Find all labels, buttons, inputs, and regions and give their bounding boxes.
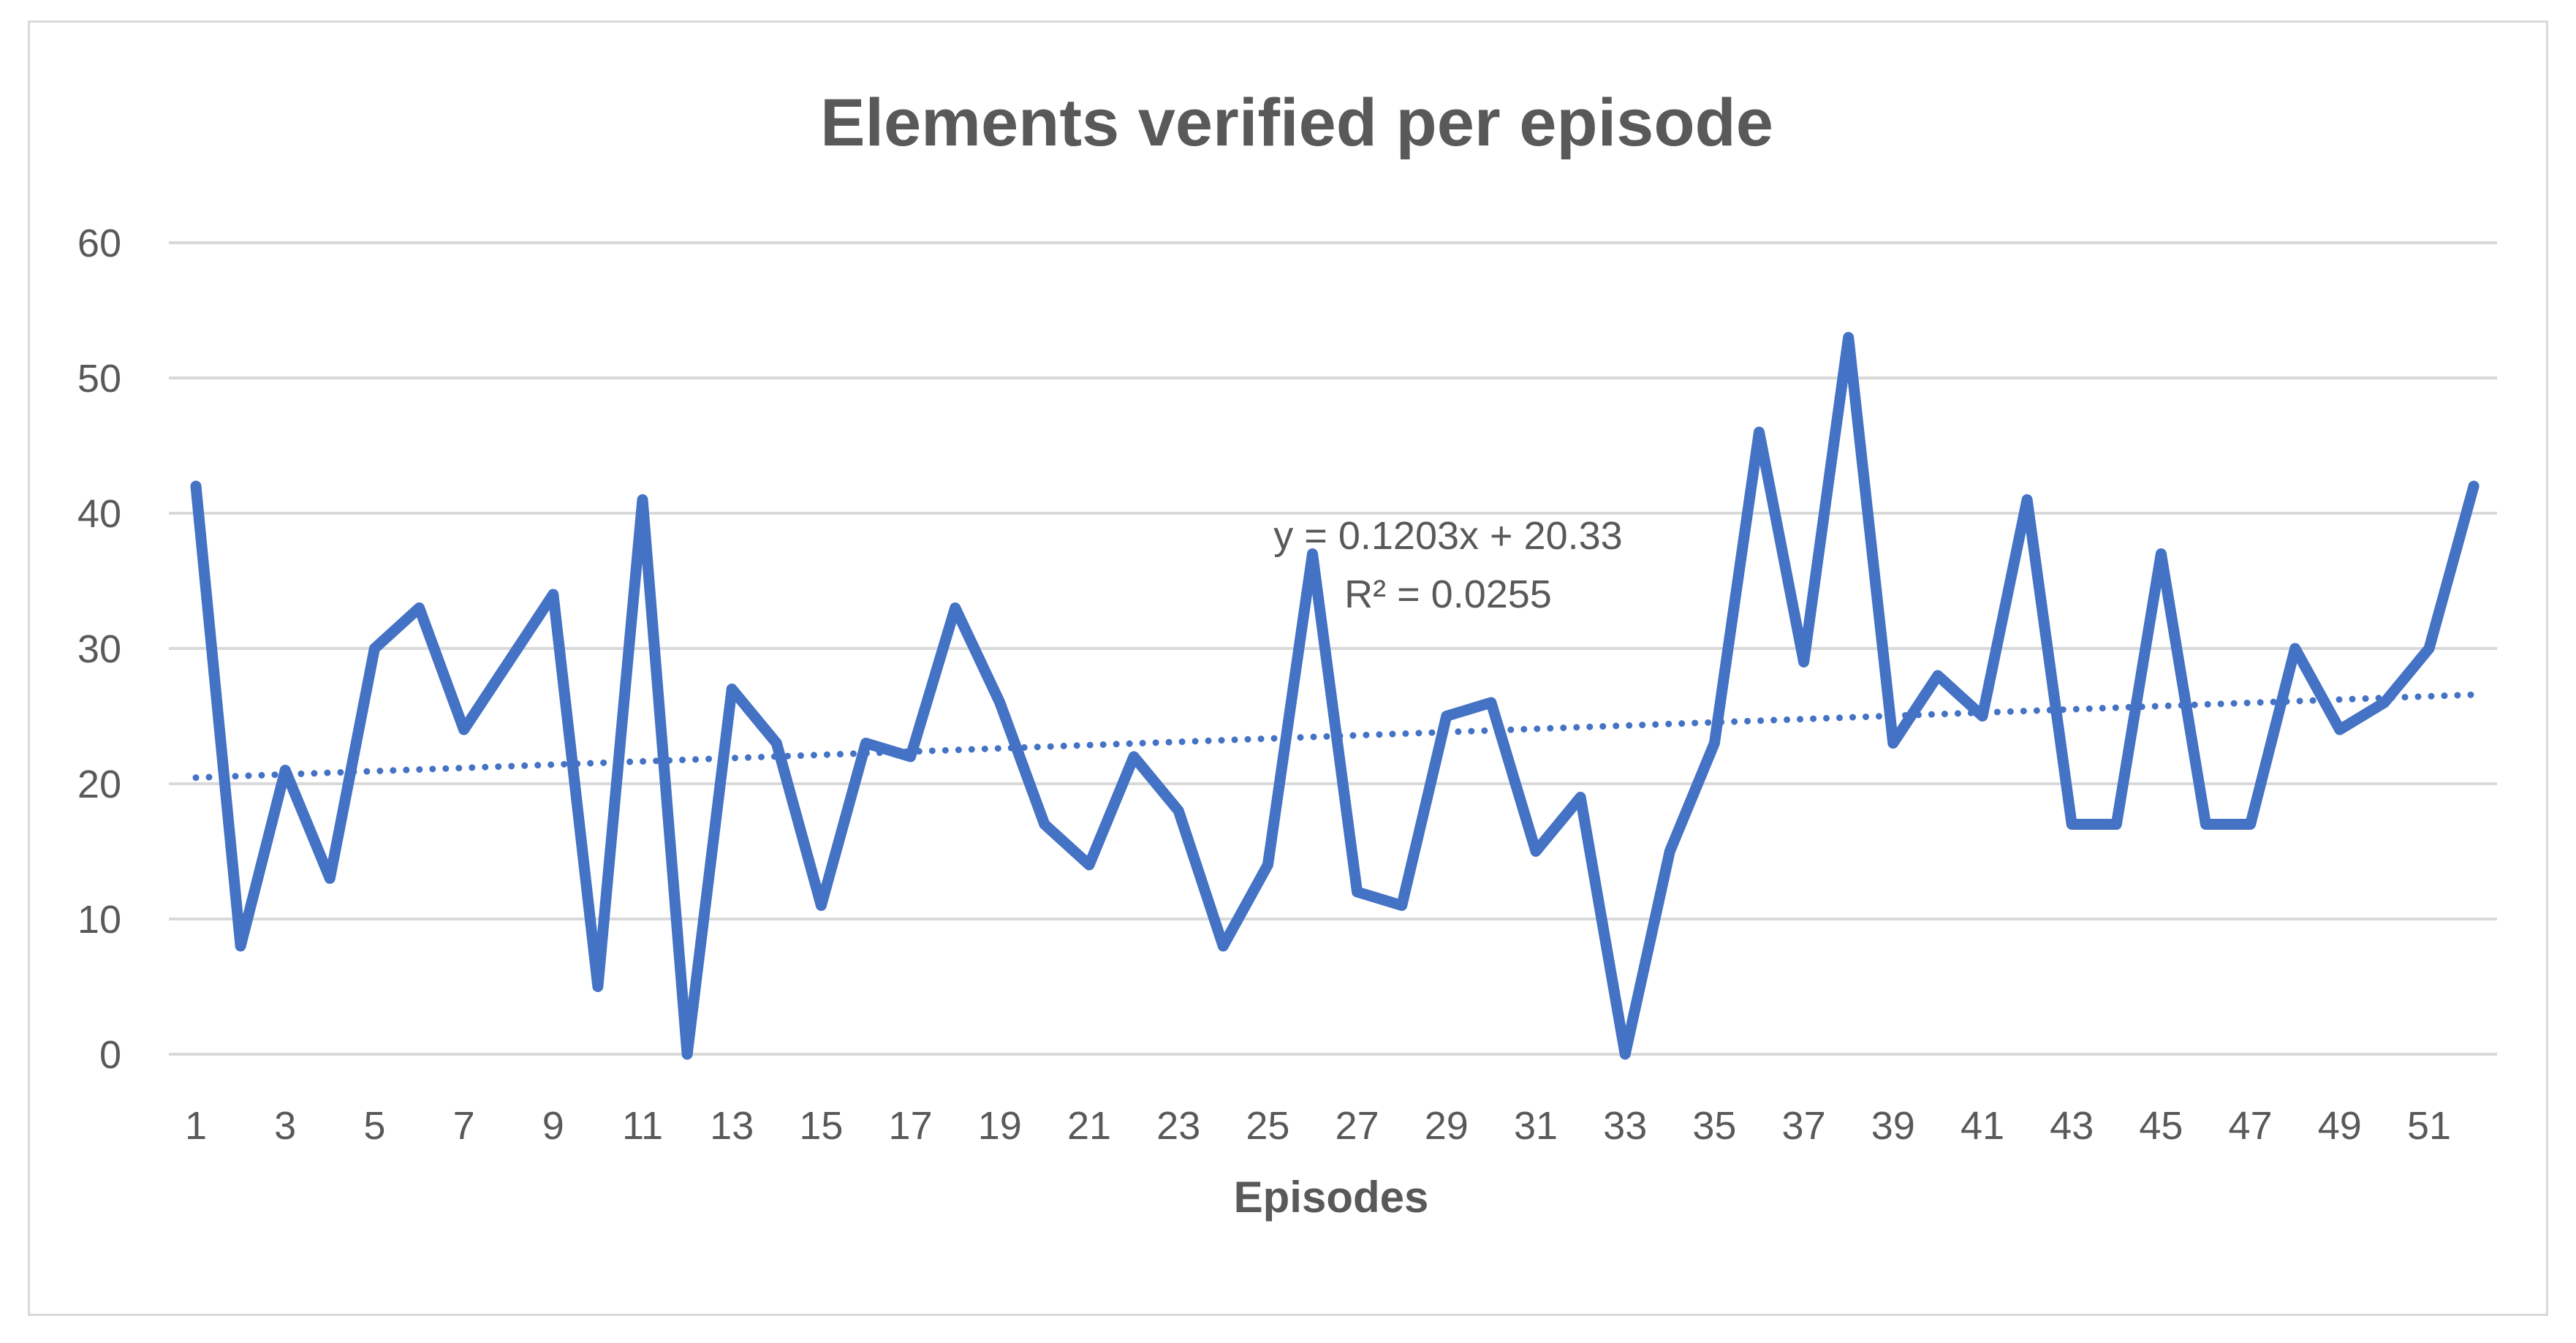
data-point [1624,1053,1626,1055]
data-point [1580,796,1582,798]
data-point [284,769,287,771]
x-tick-label: 7 [453,1104,475,1148]
data-point [686,1053,689,1055]
x-tick-label: 11 [622,1104,663,1148]
x-tick-label: 47 [2229,1104,2273,1148]
y-tick-label: 10 [77,898,121,942]
x-tick-label: 43 [2050,1104,2094,1148]
data-point [596,986,599,988]
data-point [954,607,956,609]
data-point [552,594,554,595]
chart-title: Elements verified per episode [820,86,1773,160]
x-tick-label: 21 [1067,1104,1111,1148]
data-point [1311,553,1314,555]
data-point [1803,661,1805,663]
y-tick-label: 60 [77,222,121,265]
x-tick-label: 35 [1692,1104,1736,1148]
data-point [2473,485,2475,487]
y-tick-label: 20 [77,763,121,806]
x-tick-label: 17 [889,1104,933,1148]
series-group [190,332,2480,1060]
data-point [2160,553,2162,555]
data-point [1713,742,1716,744]
x-tick-label: 41 [1961,1104,2004,1148]
data-point [1847,336,1849,338]
x-tick-label: 33 [1603,1104,1647,1148]
x-tick-label: 27 [1336,1104,1379,1148]
data-point [2115,823,2118,825]
data-point [2294,648,2296,649]
x-axis-title: Episodes [1234,1173,1429,1222]
x-axis-tick-labels: 1 3 5 7 9 11 13 15 17 19 21 23 25 27 29 31 33 35 37 39 41 43 4… [185,1104,2451,1148]
data-point [2383,702,2385,703]
trendline-r-squared: R² = 0.0255 [1344,572,1552,616]
x-tick-label: 39 [1871,1104,1915,1148]
x-tick-label: 13 [710,1104,754,1148]
data-point [240,945,242,947]
data-point [865,742,867,744]
data-point [1088,864,1090,866]
data-point [1669,850,1671,852]
x-tick-label: 25 [1246,1104,1289,1148]
x-tick-label: 49 [2318,1104,2362,1148]
x-tick-label: 29 [1425,1104,1469,1148]
data-point [418,607,420,609]
line-chart: Elements verified per episode 0 10 20 30 40 5… [77,86,2497,1222]
chart-container: Elements verified per episode 0 10 20 30 40 5… [28,20,2548,1316]
x-tick-label: 5 [363,1104,385,1148]
x-tick-label: 37 [1782,1104,1826,1148]
data-point [999,702,1001,703]
x-tick-label: 15 [799,1104,843,1148]
x-tick-label: 51 [2407,1104,2451,1148]
data-point [1356,891,1358,893]
x-tick-label: 19 [978,1104,1022,1148]
data-point [1178,810,1180,812]
y-tick-label: 50 [77,357,121,401]
data-point [1043,823,1045,825]
trendline-equation: y = 0.1203x + 20.33 [1273,514,1622,558]
data-point [463,729,465,730]
data-point [1982,715,1983,717]
data-point [1445,715,1447,717]
data-point [820,904,822,907]
x-tick-label: 1 [185,1104,207,1148]
series-line [190,332,2480,1060]
data-point [731,688,733,690]
data-point [1267,864,1269,866]
data-point [2071,823,2073,825]
x-tick-label: 3 [274,1104,296,1148]
y-tick-label: 0 [99,1033,121,1077]
y-tick-label: 30 [77,627,121,671]
data-point [2428,648,2430,649]
data-point [642,499,643,501]
y-axis-tick-labels: 0 10 20 30 40 50 60 [77,222,121,1077]
x-tick-label: 45 [2139,1104,2183,1148]
x-tick-label: 31 [1514,1104,1558,1148]
data-point [2338,729,2341,730]
data-point [374,648,376,649]
data-point [1222,945,1224,947]
y-tick-label: 40 [77,492,121,536]
data-point [1936,675,1939,676]
data-point [1401,904,1403,907]
x-tick-label: 9 [542,1104,564,1148]
data-point [2205,823,2207,825]
data-point [776,742,778,744]
data-point [2026,499,2028,501]
data-point [195,485,197,487]
data-point [2249,823,2251,825]
x-tick-label: 23 [1156,1104,1200,1148]
data-point [909,756,912,757]
data-point [507,661,509,663]
data-point [1490,702,1492,703]
data-point [1758,431,1760,433]
data-point [1133,756,1135,757]
data-point [1535,850,1537,852]
data-point [1892,742,1894,744]
data-point [329,877,331,879]
